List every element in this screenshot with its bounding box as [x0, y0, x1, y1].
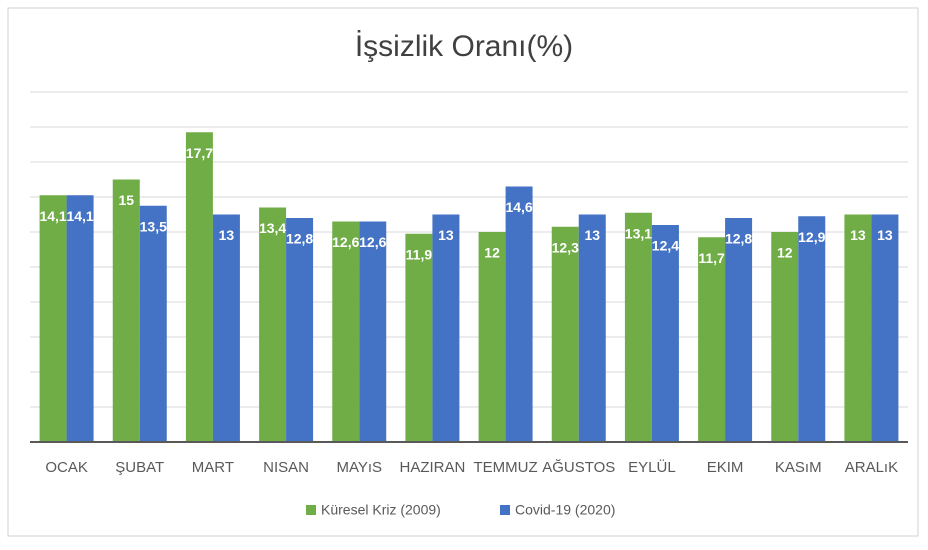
bar	[432, 214, 460, 442]
bar	[112, 179, 140, 442]
legend-swatch	[306, 505, 316, 515]
x-tick-label: HAZIRAN	[399, 459, 465, 476]
data-label: 12,6	[332, 234, 359, 250]
data-label: 14,1	[39, 208, 66, 224]
bar	[871, 214, 899, 442]
chart-title: İşsizlik Oranı(%)	[355, 30, 573, 63]
data-label: 15	[118, 192, 134, 208]
bar	[286, 218, 314, 442]
bar	[359, 221, 387, 442]
data-label: 11,7	[698, 250, 725, 266]
x-tick-label: NISAN	[263, 459, 309, 476]
legend-label: Covid-19 (2020)	[515, 502, 615, 518]
data-label: 13,4	[259, 220, 286, 236]
bar	[771, 232, 799, 442]
bar	[798, 216, 826, 442]
data-label: 12	[777, 245, 793, 261]
data-label: 14,6	[505, 199, 532, 215]
x-tick-label: TEMMUZ	[474, 459, 538, 476]
data-label: 12,3	[552, 239, 579, 255]
data-label: 12,8	[725, 231, 752, 247]
data-label: 12,4	[652, 238, 679, 254]
bar	[578, 214, 606, 442]
data-label: 13	[850, 227, 866, 243]
bar	[139, 205, 167, 442]
bar	[624, 212, 652, 442]
x-tick-label: KASıM	[775, 459, 822, 476]
data-label: 12,8	[286, 231, 313, 247]
x-tick-label: MAYıS	[336, 459, 382, 476]
bar	[405, 233, 433, 442]
bar	[478, 232, 506, 442]
data-label: 13	[438, 227, 454, 243]
bar	[212, 214, 240, 442]
x-tick-label: OCAK	[45, 459, 88, 476]
x-tick-label: ŞUBAT	[115, 459, 164, 476]
x-tick-label: EYLÜL	[628, 458, 676, 476]
data-label: 12,6	[359, 234, 386, 250]
legend-swatch	[500, 505, 510, 515]
x-tick-label: AĞUSTOS	[542, 459, 615, 476]
bar	[66, 195, 94, 442]
x-tick-label: MART	[192, 459, 234, 476]
data-label: 12	[484, 245, 500, 261]
legend-label: Küresel Kriz (2009)	[321, 502, 441, 518]
data-label: 14,1	[66, 208, 93, 224]
x-tick-label: ARALıK	[845, 459, 898, 476]
data-label: 12,9	[798, 229, 825, 245]
bar	[844, 214, 872, 442]
x-tick-label: EKIM	[707, 459, 744, 476]
bar	[332, 221, 360, 442]
data-label: 17,7	[186, 145, 213, 161]
bar	[505, 186, 533, 442]
data-label: 13	[584, 227, 600, 243]
data-label: 13,1	[625, 225, 652, 241]
bar	[651, 225, 679, 442]
data-label: 13	[877, 227, 893, 243]
data-label: 13	[219, 227, 235, 243]
bar	[551, 226, 579, 442]
data-label: 11,9	[406, 246, 433, 262]
bar	[185, 132, 213, 442]
bar	[39, 195, 67, 442]
bar	[259, 207, 287, 442]
data-label: 13,5	[140, 218, 167, 234]
bar	[725, 218, 753, 442]
bar	[698, 237, 726, 442]
